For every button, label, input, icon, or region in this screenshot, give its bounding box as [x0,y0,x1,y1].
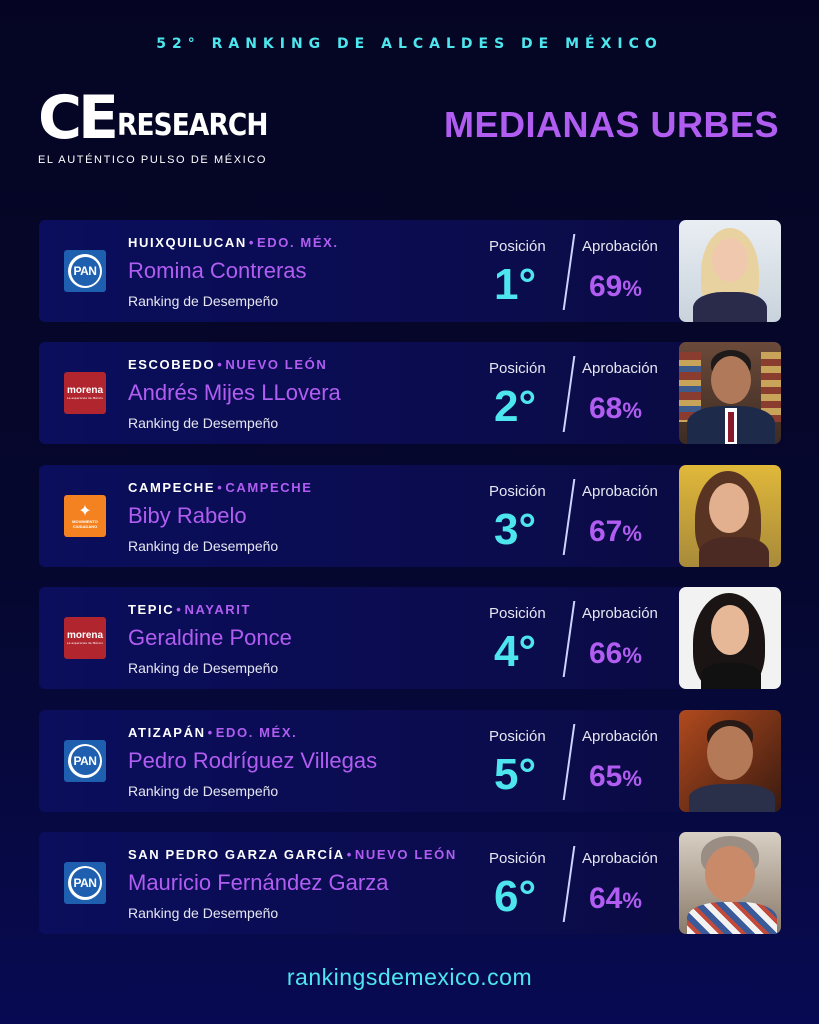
state: NUEVO LEÓN [354,846,457,862]
pan-logo-text: PAN [70,256,100,286]
location: ESCOBEDO • NUEVO LEÓN [128,357,328,373]
mayor-photo [679,709,781,812]
approval-label: Aprobación [582,482,658,500]
mayor-name: Geraldine Ponce [128,625,292,651]
state: EDO. MÉX. [257,235,339,250]
approval-value: 69% [589,270,642,303]
mayor-photo [679,220,781,322]
pan-logo-text: PAN [70,868,100,898]
state: CAMPECHE [225,479,313,495]
eagle-icon: ✦ [78,500,92,520]
approval-label: Aprobación [582,238,658,255]
mayor-card: morena La esperanza de México TEPIC • NAYA… [39,587,781,690]
city: SAN PEDRO GARZA GARCÍA [128,846,345,862]
approval-label: Aprobación [582,360,658,378]
location: HUIXQUILUCAN • EDO. MÉX. [128,235,339,250]
logo-tagline: EL AUTÉNTICO PULSO DE MÉXICO [38,154,267,166]
position-value: 1° [494,260,537,309]
position-value: 2° [494,382,537,432]
state: EDO. MÉX. [215,724,298,740]
approval-value: 66% [589,637,642,671]
pan-logo-icon: PAN [64,739,106,782]
mayor-photo [679,831,781,934]
mayor-ranking-list: PAN HUIXQUILUCAN • EDO. MÉX. Romina Contre… [39,220,781,954]
mayor-name: Romina Contreras [128,258,307,283]
approval-label: Aprobación [582,605,658,623]
pan-logo-icon: PAN [64,250,106,292]
morena-logo-icon: morena La esperanza de México [64,617,106,660]
morena-logo-text: morena [66,630,104,642]
mayor-card: PAN SAN PEDRO GARZA GARCÍA • NUEVO LEÓN Ma… [39,831,781,934]
mayor-card: ✦ MOVIMIENTO CIUDADANO CAMPECHE • CAMPECHE … [39,464,781,567]
position-label: Posición [489,238,546,255]
mayor-card: PAN ATIZAPÁN • EDO. MÉX. Pedro Rodríguez V… [39,709,781,812]
mayor-photo [679,464,781,567]
morena-logo-subtext: La esperanza de México [66,396,104,401]
ce-research-logo: CE RESEARCH EL AUTÉNTICO PULSO DE MÉXICO [38,82,288,166]
approval-value: 68% [589,392,642,426]
city: ESCOBEDO [128,357,216,373]
location: ATIZAPÁN • EDO. MÉX. [128,724,298,740]
approval-value: 64% [589,881,642,915]
section-title: MEDIANAS URBES [443,104,779,145]
logo-ce: CE [38,83,119,153]
approval-label: Aprobación [582,849,658,867]
city: HUIXQUILUCAN [128,235,247,250]
mc-logo-text: MOVIMIENTO CIUDADANO [72,518,98,529]
location: SAN PEDRO GARZA GARCÍA • NUEVO LEÓN [128,846,457,862]
mayor-photo [679,342,781,445]
ranking-subtitle: Ranking de Desempeño [128,904,279,921]
morena-logo-text: morena [66,385,104,397]
pan-logo-text: PAN [70,746,100,776]
morena-logo-subtext: La esperanza de México [66,641,104,646]
position-label: Posición [489,360,546,378]
position-label: Posición [489,727,546,745]
approval-value: 67% [589,514,642,548]
divider [562,845,576,922]
mayor-card: morena La esperanza de México ESCOBEDO • N… [39,342,781,445]
divider [562,234,576,310]
position-label: Posición [489,605,546,623]
mayor-photo [679,587,781,690]
state: NAYARIT [184,602,252,618]
location: CAMPECHE • CAMPECHE [128,479,313,495]
mayor-card: PAN HUIXQUILUCAN • EDO. MÉX. Romina Contre… [39,220,781,322]
city: ATIZAPÁN [128,724,206,740]
mayor-name: Biby Rabelo [128,502,247,528]
divider [562,723,576,800]
divider [562,601,576,678]
morena-logo-icon: morena La esperanza de México [64,372,106,415]
position-label: Posición [489,482,546,500]
position-value: 4° [494,627,537,677]
website-link[interactable]: rankingsdemexico.com [286,964,533,990]
movimiento-ciudadano-logo-icon: ✦ MOVIMIENTO CIUDADANO [64,494,106,537]
position-label: Posición [489,849,546,867]
city: TEPIC [128,602,175,618]
position-value: 3° [494,504,537,554]
ranking-subtitle: Ranking de Desempeño [128,415,279,432]
approval-value: 65% [589,759,642,793]
mayor-name: Andrés Mijes LLovera [128,380,341,406]
ranking-subtitle: Ranking de Desempeño [128,782,279,799]
city: CAMPECHE [128,479,216,495]
ranking-subtitle: Ranking de Desempeño [128,293,279,309]
approval-label: Aprobación [582,727,658,745]
ranking-title: 52° RANKING DE ALCALDES DE MÉXICO [156,36,663,52]
ranking-subtitle: Ranking de Desempeño [128,660,279,677]
mayor-name: Pedro Rodríguez Villegas [128,747,378,773]
ranking-subtitle: Ranking de Desempeño [128,537,279,554]
divider [562,478,576,555]
position-value: 5° [494,749,537,799]
logo-research: RESEARCH [117,108,268,143]
pan-logo-icon: PAN [64,861,106,904]
divider [562,356,576,433]
state: NUEVO LEÓN [225,357,328,373]
logo-wordmark: CE RESEARCH [38,82,288,148]
location: TEPIC • NAYARIT [128,602,252,618]
mayor-name: Mauricio Fernández Garza [128,869,389,895]
position-value: 6° [494,871,537,921]
